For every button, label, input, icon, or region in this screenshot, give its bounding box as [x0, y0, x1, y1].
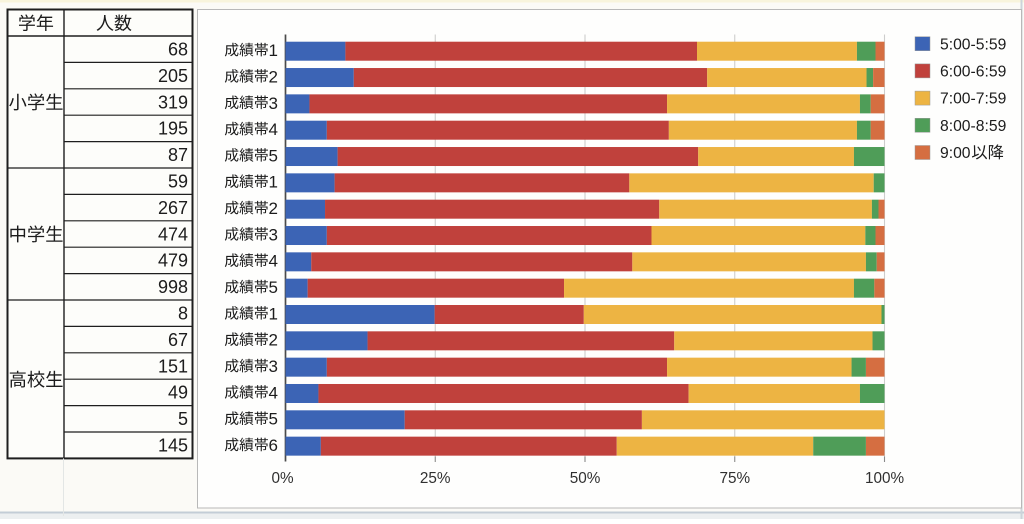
svg-text:267: 267 [158, 198, 188, 218]
svg-text:2: 2 [269, 331, 278, 350]
svg-text:3: 3 [269, 94, 278, 113]
svg-text:998: 998 [158, 277, 188, 297]
svg-text:5: 5 [178, 409, 188, 429]
svg-text:4: 4 [269, 120, 278, 139]
svg-text:59: 59 [168, 172, 188, 192]
svg-text:5: 5 [269, 278, 278, 297]
svg-text:6:00-6:59: 6:00-6:59 [940, 64, 1006, 81]
svg-text:87: 87 [168, 145, 188, 165]
svg-text:50%: 50% [570, 470, 601, 487]
svg-text:8:00-8:59: 8:00-8:59 [940, 118, 1006, 135]
svg-text:7:00-7:59: 7:00-7:59 [940, 91, 1006, 108]
svg-text:151: 151 [158, 356, 188, 376]
svg-text:3: 3 [269, 357, 278, 376]
svg-text:145: 145 [158, 436, 188, 456]
svg-text:195: 195 [158, 119, 188, 139]
svg-text:5: 5 [269, 146, 278, 165]
svg-text:2: 2 [269, 199, 278, 218]
svg-text:68: 68 [168, 40, 188, 60]
svg-text:1: 1 [269, 173, 278, 192]
svg-text:319: 319 [158, 92, 188, 112]
svg-text:8: 8 [178, 304, 188, 324]
svg-text:25%: 25% [420, 470, 451, 487]
svg-text:1: 1 [269, 41, 278, 60]
svg-text:2: 2 [269, 67, 278, 86]
svg-text:6: 6 [269, 436, 278, 455]
svg-text:474: 474 [158, 224, 188, 244]
svg-text:4: 4 [269, 383, 278, 402]
svg-text:4: 4 [269, 252, 278, 271]
svg-text:75%: 75% [719, 470, 750, 487]
svg-text:5: 5 [269, 410, 278, 429]
svg-text:0%: 0% [271, 470, 294, 487]
svg-text:5:00-5:59: 5:00-5:59 [940, 36, 1006, 53]
svg-text:49: 49 [168, 383, 188, 403]
svg-text:3: 3 [269, 225, 278, 244]
svg-text:479: 479 [158, 251, 188, 271]
svg-text:100%: 100% [865, 470, 905, 487]
svg-text:205: 205 [158, 66, 188, 86]
svg-text:1: 1 [269, 304, 278, 323]
svg-text:67: 67 [168, 330, 188, 350]
svg-text:9:00: 9:00 [940, 145, 971, 162]
